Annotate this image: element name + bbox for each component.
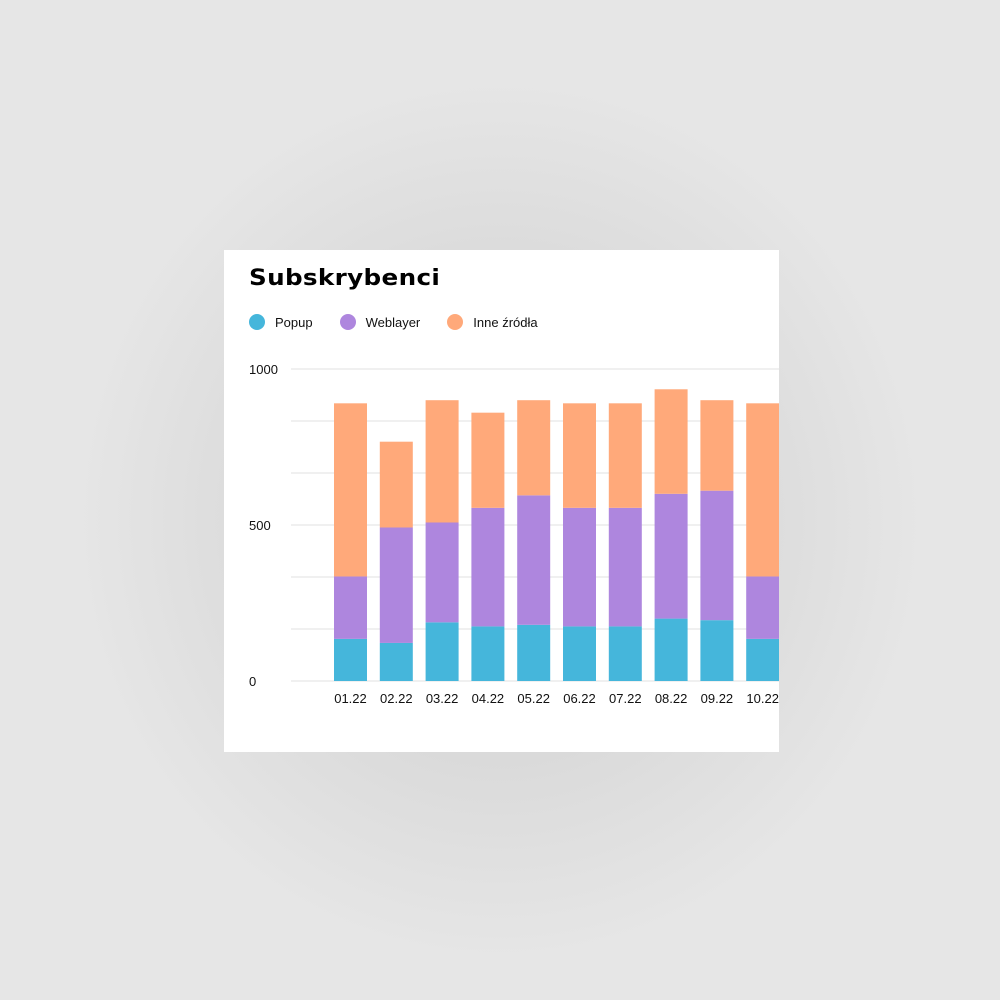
bar-popup-10.22 bbox=[746, 638, 779, 681]
bar-inne-źródła-09.22 bbox=[700, 400, 734, 491]
bar-inne-źródła-02.22 bbox=[379, 441, 413, 528]
bar-inne-źródła-03.22 bbox=[425, 400, 459, 523]
bar-inne-źródła-01.22 bbox=[334, 403, 367, 577]
legend-dot-popup bbox=[249, 314, 265, 330]
x-tick-label: 08.22 bbox=[655, 691, 688, 706]
bar-weblayer-05.22 bbox=[517, 495, 551, 625]
x-tick-label: 09.22 bbox=[701, 691, 734, 706]
bar-popup-09.22 bbox=[700, 620, 734, 681]
y-axis-ticks: 1000 500 0 bbox=[249, 362, 278, 689]
x-tick-label: 01.22 bbox=[334, 691, 367, 706]
legend-item-popup: Popup bbox=[249, 314, 313, 330]
bar-popup-02.22 bbox=[379, 642, 413, 681]
bar-popup-06.22 bbox=[563, 626, 596, 681]
chart-title: Subskrybenci bbox=[249, 266, 441, 291]
chart-card: Subskrybenci Popup Weblayer Inne źródła … bbox=[224, 250, 779, 752]
chart-legend: Popup Weblayer Inne źródła bbox=[249, 314, 565, 330]
bar-weblayer-09.22 bbox=[700, 490, 734, 621]
x-tick-label: 04.22 bbox=[472, 691, 505, 706]
bar-weblayer-02.22 bbox=[379, 527, 413, 643]
x-tick-label: 02.22 bbox=[380, 691, 413, 706]
bar-popup-07.22 bbox=[608, 626, 642, 681]
legend-item-inne-zrodla: Inne źródła bbox=[447, 314, 538, 330]
bar-weblayer-10.22 bbox=[746, 576, 779, 639]
bar-weblayer-07.22 bbox=[608, 507, 642, 627]
bar-inne-źródła-10.22 bbox=[746, 403, 779, 577]
bar-weblayer-01.22 bbox=[334, 576, 367, 639]
bar-weblayer-04.22 bbox=[471, 507, 505, 627]
bar-popup-04.22 bbox=[471, 626, 505, 681]
bars bbox=[334, 389, 779, 681]
x-tick-label: 07.22 bbox=[609, 691, 642, 706]
x-tick-label: 06.22 bbox=[563, 691, 596, 706]
bar-inne-źródła-07.22 bbox=[608, 403, 642, 508]
bar-popup-01.22 bbox=[334, 638, 367, 681]
bar-popup-08.22 bbox=[654, 618, 688, 681]
y-tick-label: 1000 bbox=[249, 362, 278, 377]
legend-item-weblayer: Weblayer bbox=[339, 314, 421, 330]
bar-popup-03.22 bbox=[425, 622, 459, 681]
bar-weblayer-08.22 bbox=[654, 493, 688, 619]
bar-inne-źródła-06.22 bbox=[563, 403, 596, 508]
x-tick-label: 03.22 bbox=[426, 691, 459, 706]
legend-dot-inne-zrodla bbox=[447, 314, 464, 330]
legend-label-inne-zrodla: Inne źródła bbox=[473, 314, 538, 330]
bar-weblayer-03.22 bbox=[425, 522, 459, 623]
bar-popup-05.22 bbox=[517, 624, 551, 681]
x-tick-label: 05.22 bbox=[517, 691, 550, 706]
bar-inne-źródła-08.22 bbox=[654, 389, 688, 494]
legend-label-weblayer: Weblayer bbox=[365, 314, 421, 330]
bar-weblayer-06.22 bbox=[563, 507, 596, 627]
x-tick-label: 10.22 bbox=[746, 691, 779, 706]
bar-inne-źródła-04.22 bbox=[471, 412, 505, 508]
bar-inne-źródła-05.22 bbox=[517, 400, 551, 496]
legend-dot-weblayer bbox=[339, 314, 356, 330]
legend-label-popup: Popup bbox=[275, 314, 313, 330]
x-axis-ticks: 01.22 02.22 03.22 04.22 05.22 06.22 07.22 08.22… bbox=[334, 691, 779, 706]
y-tick-label: 500 bbox=[249, 518, 271, 533]
y-tick-label: 0 bbox=[249, 674, 256, 689]
